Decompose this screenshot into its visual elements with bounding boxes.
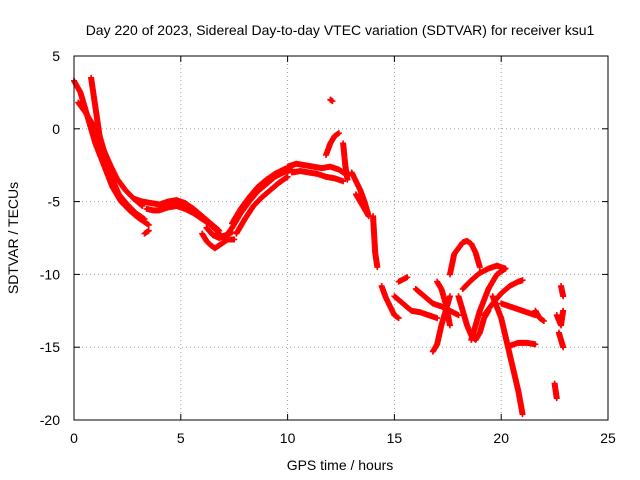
y-tick-label: -20 [40, 412, 60, 428]
y-tick-label: -10 [40, 266, 60, 282]
x-tick-label: 10 [280, 430, 296, 446]
series-trace-g [199, 230, 238, 252]
plot-frame [73, 55, 609, 421]
data-point [502, 265, 509, 272]
series-trace-p [340, 140, 351, 183]
series-trace-ae [489, 293, 526, 418]
y-tick-label: 5 [52, 48, 60, 64]
data-point [329, 98, 336, 105]
data-point [434, 315, 441, 322]
data-point [145, 227, 152, 234]
data-point [519, 277, 526, 284]
series-trace-ac [468, 265, 509, 343]
series-trace-x [429, 293, 453, 355]
y-tick-label: -15 [40, 339, 60, 355]
series-trace-ak [558, 283, 567, 300]
data-point [141, 216, 148, 223]
data-point [231, 236, 238, 243]
data-point [284, 173, 291, 180]
data-point [446, 293, 453, 300]
data-point [553, 395, 560, 402]
data-point [446, 322, 453, 329]
series-trace-ab [459, 262, 509, 292]
y-tick-label: -5 [48, 194, 61, 210]
x-tick-label: 5 [177, 430, 185, 446]
series-trace-z [446, 237, 483, 278]
chart-title: Day 220 of 2023, Sidereal Day-to-day VTE… [86, 22, 595, 38]
series-trace-aj [553, 307, 567, 329]
series-trace-y [434, 278, 453, 329]
y-axis-label: SDTVAR / TECUs [5, 182, 21, 294]
series-trace-ai [551, 380, 560, 402]
x-axis-label: GPS time / hours [287, 457, 394, 473]
x-tick-label: 25 [600, 430, 616, 446]
axis-ticks: 0 5 10 15 20 25 5 0 -5 -10 -15 -20 [40, 48, 616, 446]
data-point [519, 411, 526, 418]
data-point [455, 312, 462, 319]
data-point [560, 344, 567, 351]
series-trace-k [233, 173, 291, 237]
series-trace-j [229, 163, 295, 227]
x-tick-label: 0 [70, 430, 78, 446]
series-trace-ah [532, 307, 547, 324]
data-point [395, 315, 402, 322]
series-trace-e [143, 202, 223, 237]
y-tick-label: 0 [52, 121, 60, 137]
series-trace-af [498, 300, 539, 319]
data-point [540, 317, 547, 324]
series-trace-n [323, 130, 342, 159]
data-point [560, 307, 567, 314]
data-point [560, 293, 567, 300]
x-tick-label: 20 [493, 430, 509, 446]
series-trace-u [391, 293, 441, 322]
data-point [344, 176, 351, 183]
series-trace-t [378, 283, 402, 322]
series-trace-s [370, 213, 381, 271]
grid-lines [74, 56, 608, 420]
data-point [340, 178, 347, 185]
data-point [532, 341, 539, 348]
series-trace-b [75, 99, 146, 209]
x-tick-label: 15 [387, 430, 403, 446]
data-points [71, 74, 567, 418]
data-point [476, 264, 483, 271]
series-trace-m [288, 168, 347, 185]
data-point [404, 274, 411, 281]
data-point [145, 221, 152, 228]
series-trace-c [88, 74, 148, 223]
series-trace-r [352, 191, 372, 220]
series-trace-ag [506, 339, 539, 349]
series-trace-v [395, 274, 411, 285]
series-trace-al [555, 329, 567, 351]
data-point [335, 130, 342, 137]
data-point [374, 264, 381, 271]
series-trace-f [141, 227, 152, 237]
series-trace-o [327, 96, 336, 105]
